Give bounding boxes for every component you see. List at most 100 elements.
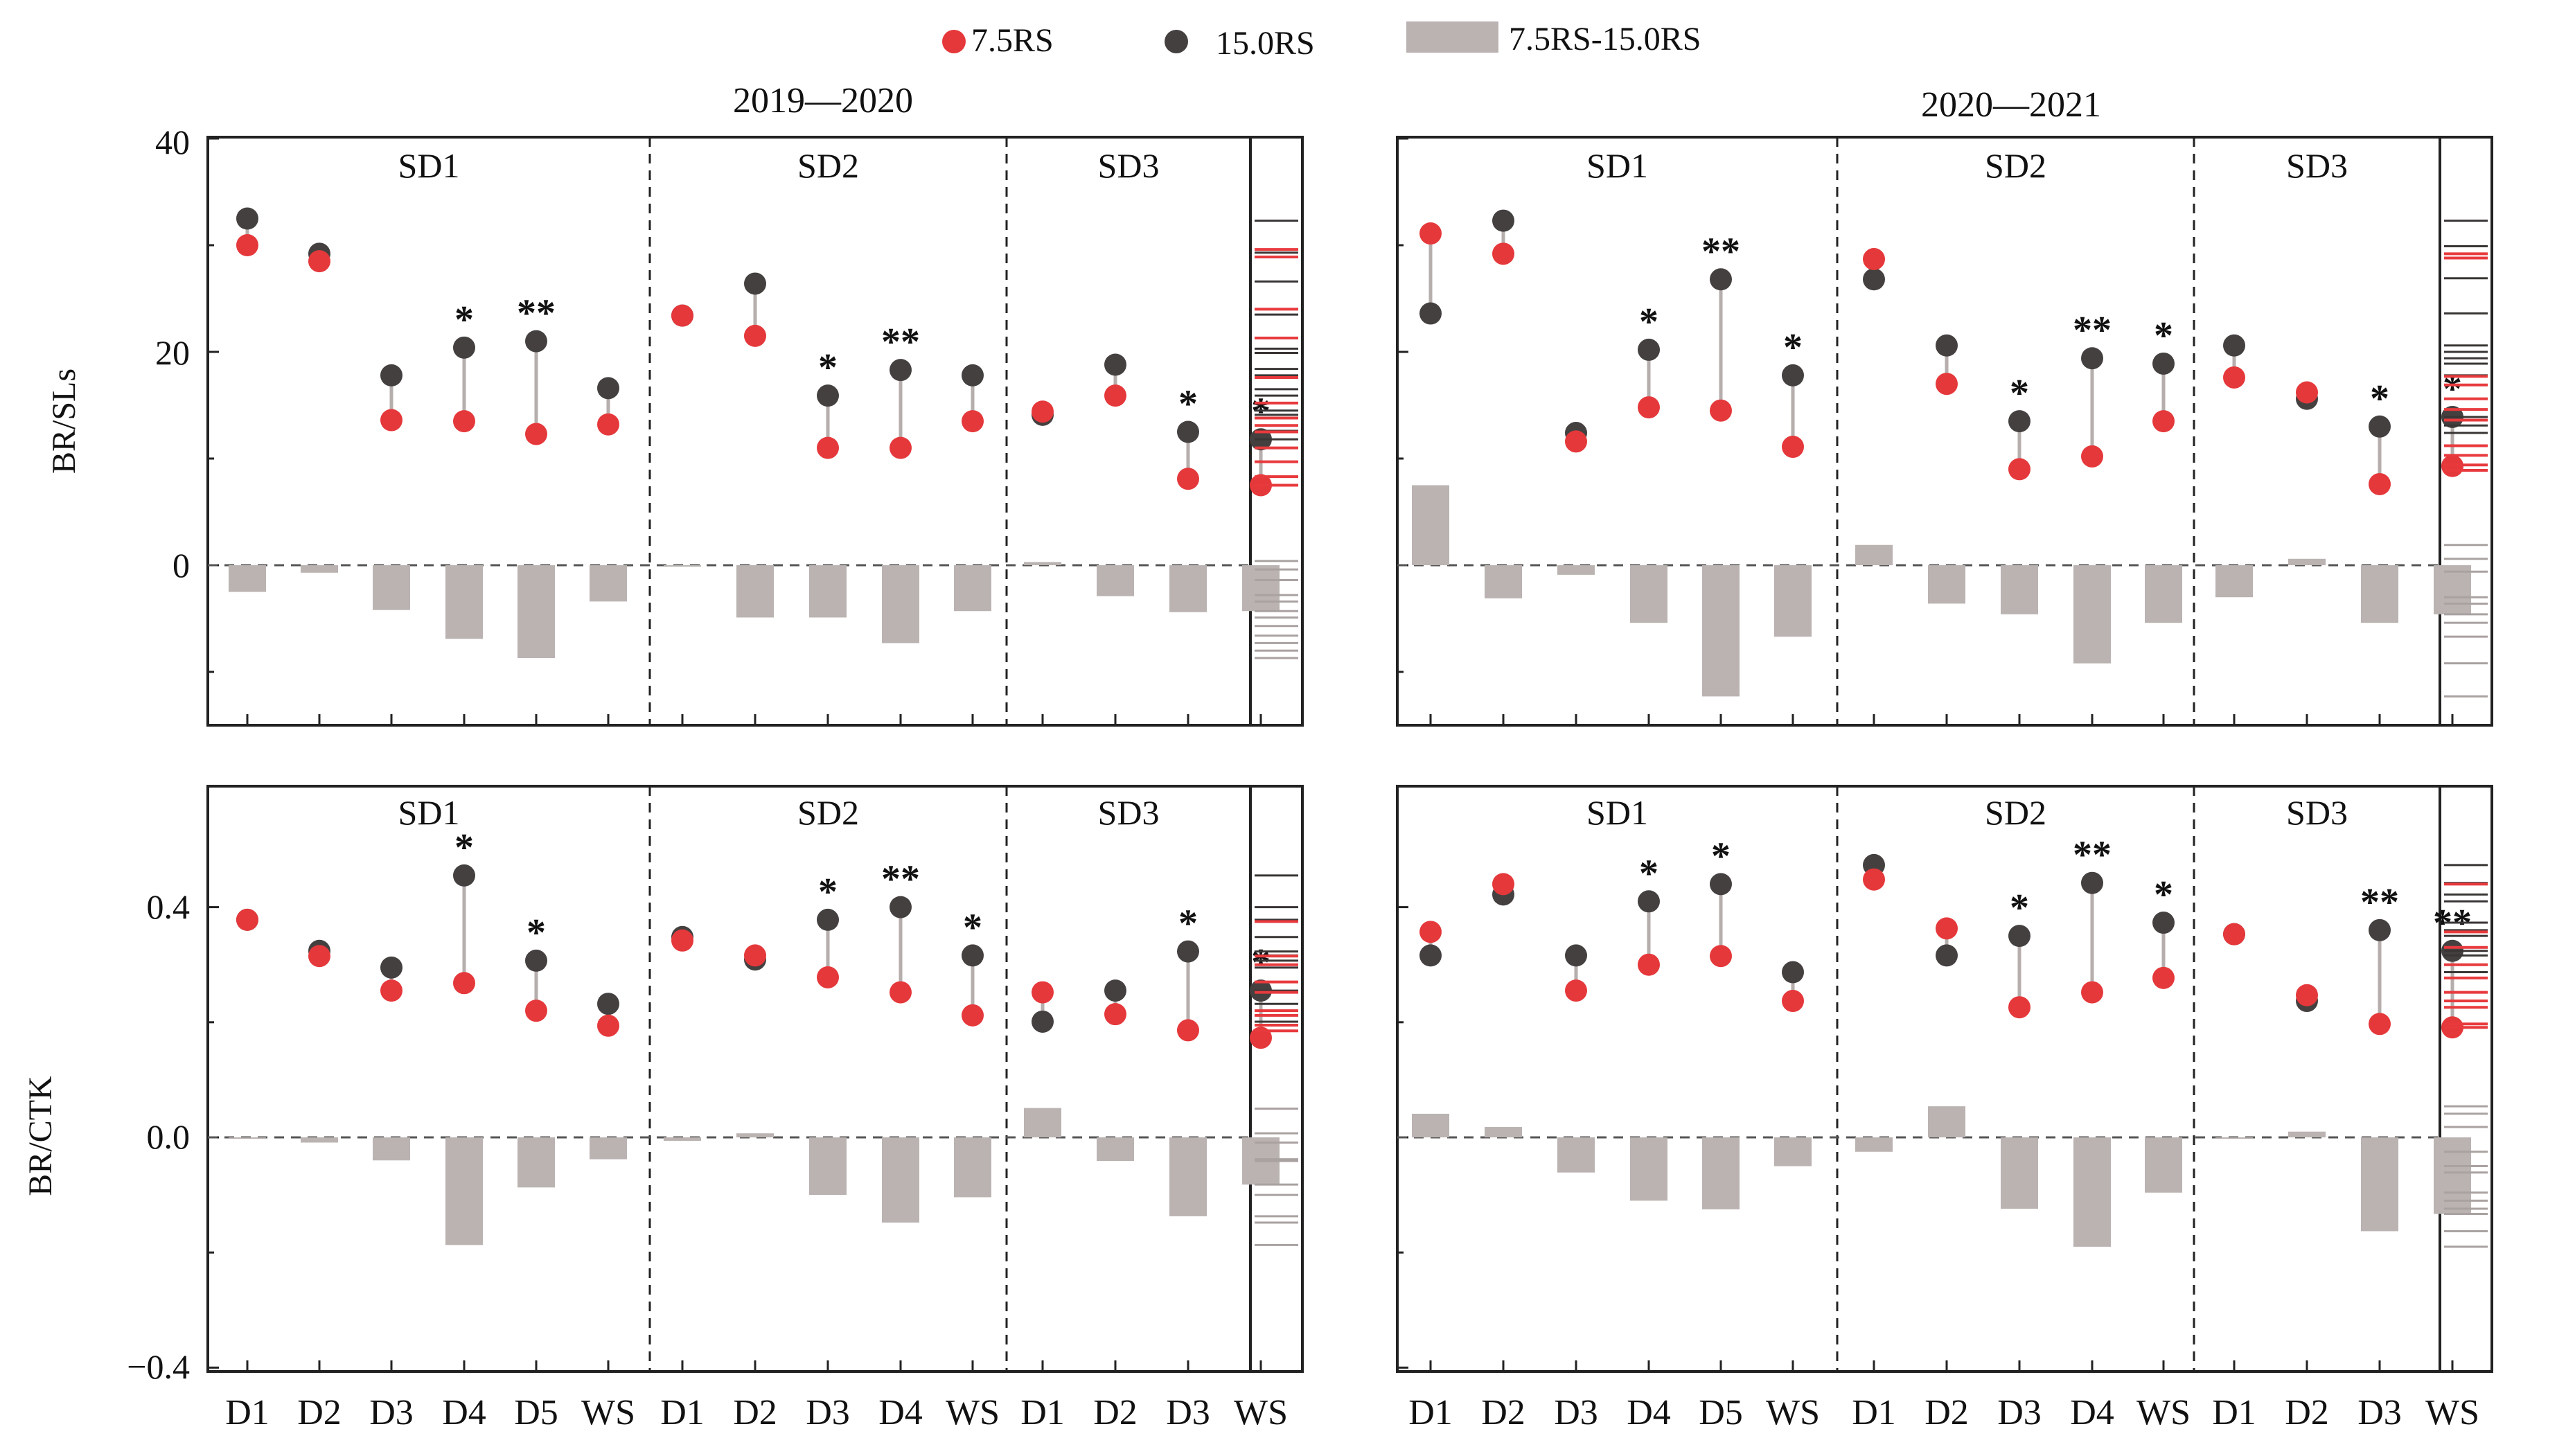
diff-bar	[1485, 565, 1522, 598]
diff-bar	[2073, 565, 2111, 664]
group-label-sd3: SD3	[1098, 793, 1160, 832]
x-label-d2: D2	[1925, 1393, 1969, 1432]
x-label-d3: D3	[1997, 1393, 2042, 1432]
point-7.5rs	[236, 234, 258, 256]
significance-marker: **	[517, 292, 556, 335]
point-7.5rs	[1177, 468, 1199, 490]
diff-bar	[1630, 1137, 1667, 1201]
diff-bar	[445, 1137, 483, 1245]
point-15.0rs	[1936, 334, 1958, 357]
point-7.5rs	[2296, 381, 2318, 404]
ylabel-top: BR/SLs	[46, 369, 82, 474]
point-7.5rs	[1863, 248, 1885, 271]
diff-bar	[736, 565, 774, 618]
point-15.0rs	[2008, 925, 2030, 948]
x-label-d2: D2	[297, 1393, 342, 1432]
group-label-sd1: SD1	[398, 146, 460, 185]
point-7.5rs	[1782, 436, 1804, 459]
ytick-top-20: 20	[155, 333, 190, 372]
x-label-d2: D2	[733, 1393, 777, 1432]
diff-bar	[517, 565, 555, 658]
point-15.0rs	[1782, 364, 1804, 387]
point-7.5rs	[2369, 472, 2391, 495]
plot-frame	[206, 785, 1304, 1373]
point-15.0rs	[1419, 944, 1442, 967]
point-7.5rs	[890, 436, 912, 459]
point-15.0rs	[1863, 268, 1885, 291]
diff-bar	[229, 1137, 266, 1139]
diff-bar	[1774, 565, 1812, 637]
x-label-ws: WS	[2136, 1393, 2191, 1432]
diff-bar	[590, 565, 627, 602]
point-7.5rs	[1492, 873, 1514, 896]
x-label-d3: D3	[2357, 1393, 2402, 1432]
diff-bar	[2215, 565, 2253, 598]
point-7.5rs	[817, 966, 839, 988]
point-7.5rs	[2223, 366, 2245, 389]
point-15.0rs	[453, 336, 475, 359]
significance-marker: *	[454, 826, 474, 869]
x-label-d5: D5	[514, 1393, 558, 1432]
point-7.5rs	[453, 410, 475, 433]
diff-bar	[954, 1137, 991, 1198]
point-7.5rs	[1492, 242, 1514, 265]
point-7.5rs	[1104, 384, 1126, 407]
group-label-sd3: SD3	[2286, 146, 2348, 185]
significance-marker: *	[2154, 314, 2173, 357]
diff-bar	[1557, 1137, 1595, 1173]
x-label-d3: D3	[1554, 1393, 1598, 1432]
point-7.5rs	[236, 908, 258, 931]
diff-bar	[1412, 485, 1449, 565]
group-label-sd2: SD2	[797, 793, 859, 832]
point-15.0rs	[1104, 353, 1126, 376]
point-15.0rs	[1936, 944, 1958, 967]
point-15.0rs	[1638, 338, 1660, 361]
diff-bar	[1557, 565, 1595, 575]
significance-marker: *	[1711, 835, 1731, 878]
diff-bar	[809, 565, 847, 618]
diff-bar	[2145, 565, 2182, 623]
point-7.5rs	[308, 250, 330, 273]
point-15.0rs	[1104, 979, 1126, 1002]
diff-bar	[882, 1137, 919, 1223]
group-label-sd1: SD1	[1586, 146, 1648, 185]
point-7.5rs	[1710, 399, 1732, 422]
diff-bar	[590, 1137, 627, 1160]
diff-bar	[1169, 1137, 1207, 1216]
diff-bar	[2001, 1137, 2038, 1209]
x-label-d2: D2	[2285, 1393, 2329, 1432]
group-label-sd2: SD2	[797, 146, 859, 185]
significance-marker: **	[881, 321, 920, 364]
diff-bar	[2434, 1137, 2471, 1214]
point-15.0rs	[1782, 961, 1804, 984]
diff-bar	[1024, 562, 1061, 565]
significance-marker: *	[1178, 903, 1198, 945]
point-15.0rs	[1710, 873, 1732, 896]
diff-bar	[1097, 565, 1134, 596]
diff-bar	[301, 1137, 338, 1143]
point-15.0rs	[2152, 352, 2175, 375]
point-15.0rs	[1638, 890, 1660, 913]
diff-bar	[2145, 1137, 2182, 1193]
diff-bar	[1855, 1137, 1893, 1152]
diff-bar	[1097, 1137, 1134, 1162]
x-label-ws: WS	[2425, 1393, 2479, 1432]
point-15.0rs	[1710, 268, 1732, 291]
point-7.5rs	[1638, 953, 1660, 976]
diff-bar	[2288, 558, 2326, 565]
point-7.5rs	[817, 436, 839, 459]
point-7.5rs	[1565, 430, 1587, 453]
legend-label-7.5rs: 7.5RS	[971, 22, 1054, 59]
point-15.0rs	[1419, 302, 1442, 325]
point-7.5rs	[1936, 917, 1958, 940]
x-label-d3: D3	[369, 1393, 414, 1432]
point-15.0rs	[1177, 420, 1199, 443]
point-15.0rs	[817, 908, 839, 931]
point-7.5rs	[1104, 1003, 1126, 1026]
significance-marker: **	[1701, 230, 1740, 273]
point-7.5rs	[2152, 966, 2175, 989]
legend-marker-diff	[1406, 21, 1498, 53]
point-15.0rs	[890, 359, 912, 382]
point-7.5rs	[2152, 410, 2175, 433]
